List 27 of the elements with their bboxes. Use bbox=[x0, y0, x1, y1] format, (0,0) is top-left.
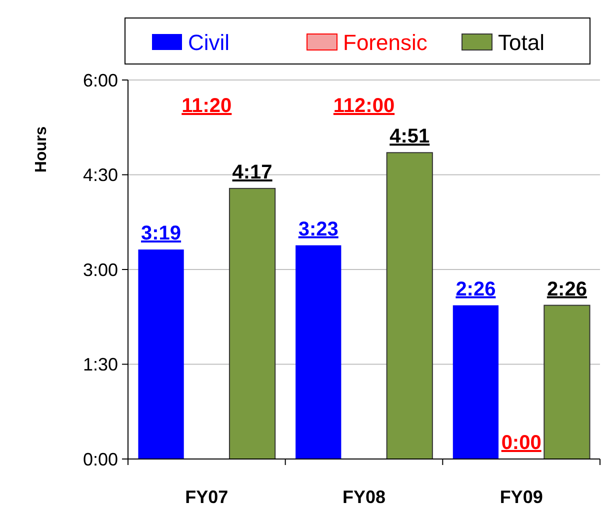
data-label: 2:26 bbox=[456, 278, 496, 300]
data-label: 3:23 bbox=[298, 218, 338, 240]
legend-label: Total bbox=[498, 30, 544, 55]
bar bbox=[452, 305, 499, 459]
data-label: 4:51 bbox=[390, 126, 430, 148]
text: 112:00 bbox=[333, 95, 395, 117]
y-tick-label: 4:30 bbox=[82, 165, 118, 186]
text: 11:20 bbox=[182, 95, 232, 117]
x-tick-label: FY07 bbox=[185, 487, 228, 507]
y-tick-label: 1:30 bbox=[82, 354, 118, 375]
y-tick-label: 3:00 bbox=[82, 260, 118, 280]
x-tick-label: FY08 bbox=[342, 487, 386, 507]
data-label: 4:17 bbox=[232, 161, 272, 184]
legend-label: Forensic bbox=[343, 30, 428, 55]
bar bbox=[296, 245, 342, 459]
y-tick-label: 0:00 bbox=[82, 449, 118, 470]
x-tick-label: FY09 bbox=[500, 487, 543, 507]
bar bbox=[544, 304, 590, 459]
y-axis-title: Hours bbox=[33, 126, 50, 173]
y-tick-label: 6:00 bbox=[82, 70, 118, 90]
bar bbox=[138, 249, 184, 459]
data-label: 0:00 bbox=[501, 432, 542, 454]
bar bbox=[228, 188, 276, 459]
bar bbox=[386, 152, 433, 459]
data-label: 2:26 bbox=[546, 278, 587, 300]
data-label: 3:19 bbox=[141, 222, 182, 244]
legend-label: Civil bbox=[188, 30, 230, 55]
